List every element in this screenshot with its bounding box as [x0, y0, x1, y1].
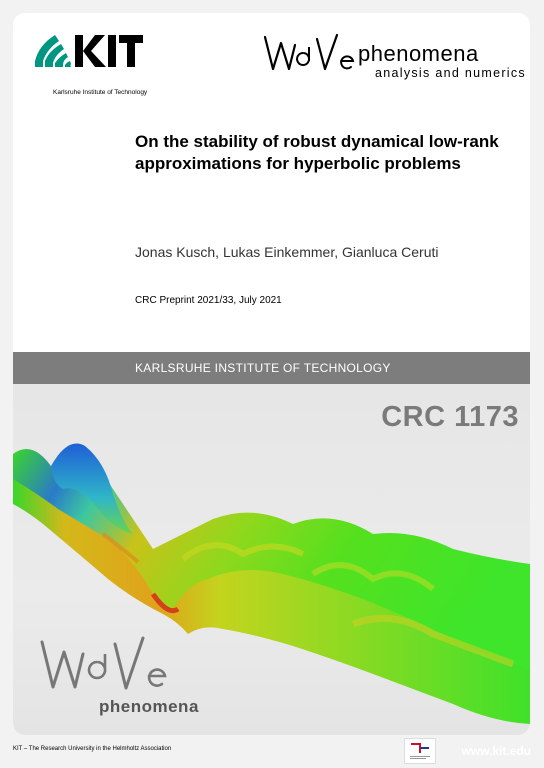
institute-band-label: KARLSRUHE INSTITUTE OF TECHNOLOGY — [135, 361, 391, 375]
hero-image: CRC 1173 phenomena — [13, 384, 530, 735]
wave-phenomena-logo: phenomena analysis and numerics — [263, 31, 525, 101]
helmholtz-logo — [404, 738, 436, 764]
footer-tagline: KIT – The Research University in the Hel… — [13, 746, 172, 752]
paper-title: On the stability of robust dynamical low… — [135, 132, 499, 173]
wave-subtitle: analysis and numerics — [375, 66, 526, 80]
kit-subtitle: Karlsruhe Institute of Technology — [53, 89, 148, 96]
wave-logo-mark — [263, 33, 355, 71]
helmholtz-icon — [410, 743, 430, 759]
wave-logo-mark-bottom — [40, 636, 167, 690]
wave-surface-image — [13, 443, 530, 724]
cover-card: Karlsruhe Institute of Technology phenom… — [13, 13, 530, 735]
wave-logo-bottom-text: phenomena — [99, 697, 199, 716]
wave-title: phenomena — [358, 41, 479, 66]
wave-logo-bottom: phenomena — [39, 632, 239, 722]
kit-logo-mark — [35, 35, 143, 67]
institute-band: KARLSRUHE INSTITUTE OF TECHNOLOGY — [13, 352, 530, 384]
crc-label: CRC 1173 — [381, 401, 519, 433]
preprint-info: CRC Preprint 2021/33, July 2021 — [135, 295, 282, 306]
footer-url[interactable]: www.kit.edu — [461, 744, 531, 758]
kit-logo: Karlsruhe Institute of Technology — [33, 31, 163, 101]
paper-authors: Jonas Kusch, Lukas Einkemmer, Gianluca C… — [135, 244, 439, 260]
